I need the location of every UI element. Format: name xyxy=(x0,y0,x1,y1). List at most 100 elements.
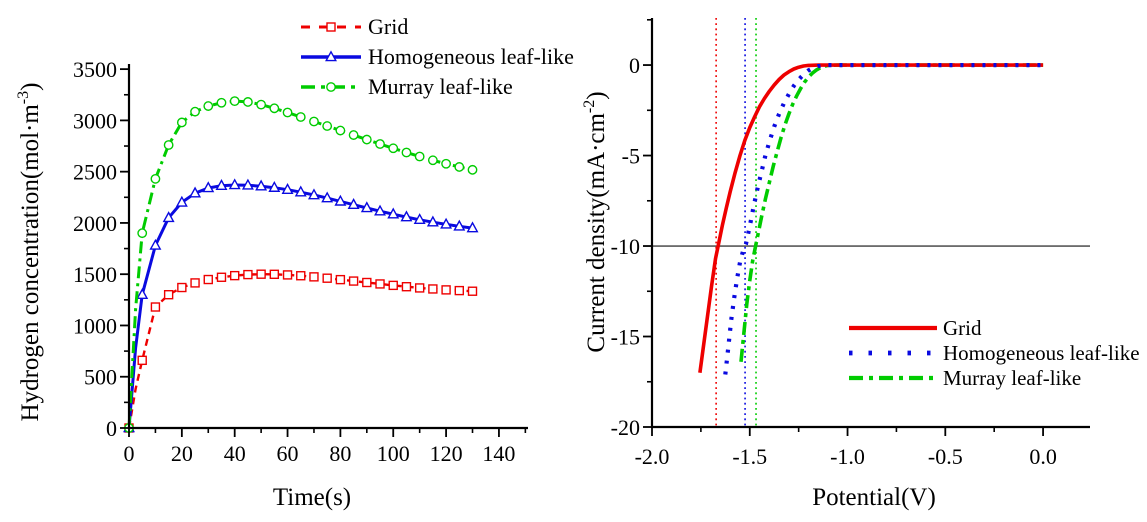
y-tick-label: 3000 xyxy=(73,108,117,133)
y-tick-label: -5 xyxy=(622,144,640,169)
open-triangle-marker xyxy=(215,179,228,191)
open-square-marker xyxy=(296,271,306,281)
open-circle-marker xyxy=(309,116,319,127)
x-tick-label: -2.0 xyxy=(635,444,670,469)
open-circle-marker xyxy=(441,158,451,169)
open-triangle-marker xyxy=(294,185,307,197)
legend-label-grid: Grid xyxy=(943,316,982,340)
open-triangle-marker xyxy=(202,181,215,193)
x-tick-label: 0.0 xyxy=(1029,444,1057,469)
open-triangle-marker xyxy=(453,219,466,231)
open-square-marker xyxy=(190,278,200,288)
y-tick-label: 1000 xyxy=(73,313,117,338)
series-line-homogeneous-leaf-like xyxy=(723,62,1044,375)
open-square-marker xyxy=(375,279,385,289)
y-tick-label: -20 xyxy=(611,415,640,440)
y-tick-label: 2000 xyxy=(73,211,117,236)
open-square-marker xyxy=(401,282,412,292)
open-triangle-marker xyxy=(374,204,387,216)
open-circle-marker xyxy=(295,112,306,122)
open-triangle-marker xyxy=(440,217,453,229)
y-tick-label: 500 xyxy=(84,365,117,390)
y-tick-label: 3500 xyxy=(73,57,117,82)
y-tick-label: 1500 xyxy=(73,262,117,287)
open-square-marker xyxy=(388,280,398,291)
open-square-marker xyxy=(203,274,213,285)
open-circle-marker xyxy=(150,173,161,184)
x-tick-label: -0.5 xyxy=(928,444,963,469)
legend-label-homogeneous-leaf-like: Homogeneous leaf-like xyxy=(943,341,1140,365)
open-triangle-marker xyxy=(189,186,202,198)
axes: -2.0 -1.5 -1.0 -0.5 0.0 0 -5 -10 -15 -20 xyxy=(611,18,1090,469)
open-triangle-marker xyxy=(241,178,254,190)
series-markers-grid xyxy=(124,269,478,433)
y-tick-label: -10 xyxy=(611,234,640,259)
open-square-marker xyxy=(216,272,227,282)
open-triangle-marker xyxy=(466,221,479,233)
open-circle-marker xyxy=(216,97,227,108)
open-triangle-marker xyxy=(162,211,175,223)
open-square-marker xyxy=(441,285,451,295)
open-square-marker xyxy=(177,282,187,293)
open-triangle-marker xyxy=(347,198,360,209)
open-square-marker xyxy=(243,269,253,280)
open-circle-marker xyxy=(229,96,240,107)
x-tick-label: 120 xyxy=(430,441,463,466)
x-tick-label: 20 xyxy=(171,441,193,466)
legend-label-murray-leaf-like: Murray leaf-like xyxy=(943,366,1081,390)
open-circle-marker xyxy=(322,121,333,131)
series-line-murray-leaf-like xyxy=(739,63,1044,362)
series-line-murray-leaf-like xyxy=(127,99,473,429)
open-triangle-marker xyxy=(334,194,347,206)
open-circle-marker xyxy=(269,103,280,114)
series-markers-homogeneous-leaf-like xyxy=(123,178,479,433)
y-axis-label: Current density(mA·cm-2) xyxy=(581,91,610,352)
open-square-marker xyxy=(362,277,372,288)
series-line-grid xyxy=(127,273,473,429)
open-square-marker xyxy=(256,269,266,279)
y-tick-label: 2500 xyxy=(73,160,117,185)
open-circle-marker xyxy=(388,143,399,154)
open-square-marker xyxy=(269,269,280,279)
axes: 0 20 40 60 80 100 120 140 0 500 1000 1500 2000 2500 30… xyxy=(73,57,528,466)
open-triangle-marker xyxy=(149,238,162,250)
x-axis-label: Time(s) xyxy=(273,484,351,511)
x-tick-label: 140 xyxy=(482,441,515,466)
x-axis-label: Potential(V) xyxy=(812,484,936,511)
open-triangle-marker xyxy=(360,201,373,213)
x-tick-label: -1.0 xyxy=(830,444,865,469)
open-circle-marker xyxy=(427,155,438,166)
open-triangle-marker xyxy=(281,183,294,195)
right-chart-polarization: -2.0 -1.5 -1.0 -0.5 0.0 0 -5 -10 -15 -20 Potential… xyxy=(581,18,1140,511)
open-circle-marker xyxy=(414,151,425,162)
open-circle-marker xyxy=(163,140,174,150)
open-square-marker xyxy=(163,290,174,300)
open-square-marker xyxy=(137,355,147,366)
open-triangle-marker xyxy=(426,215,439,227)
y-axis-label: Hydrogen concentration(mol·m-3) xyxy=(15,83,44,422)
open-square-marker xyxy=(467,286,478,296)
left-chart-hydrogen-vs-time: 0 20 40 60 80 100 120 140 0 500 1000 1500 2000 2500 30… xyxy=(15,14,574,511)
y-tick-label: 0 xyxy=(106,416,117,441)
open-triangle-marker xyxy=(136,288,149,300)
x-tick-label: -1.5 xyxy=(732,444,767,469)
open-triangle-marker xyxy=(413,213,426,225)
y-tick-label: -15 xyxy=(611,325,640,350)
open-circle-marker xyxy=(243,97,253,107)
open-square-marker xyxy=(282,270,293,280)
y-tick-label: 0 xyxy=(629,53,640,78)
open-triangle-marker xyxy=(307,188,320,200)
open-triangle-marker xyxy=(387,207,400,219)
open-square-marker xyxy=(229,270,240,281)
series-line-homogeneous-leaf-like xyxy=(127,183,473,429)
open-circle-marker xyxy=(256,99,267,110)
open-circle-marker xyxy=(335,125,346,136)
open-square-marker xyxy=(348,276,359,286)
open-square-marker xyxy=(326,22,336,32)
x-tick-label: 60 xyxy=(277,441,299,466)
open-circle-marker xyxy=(361,134,372,145)
open-circle-marker xyxy=(203,101,214,111)
open-circle-marker xyxy=(137,228,148,239)
open-triangle-marker xyxy=(321,191,334,203)
open-triangle-marker xyxy=(268,180,281,192)
